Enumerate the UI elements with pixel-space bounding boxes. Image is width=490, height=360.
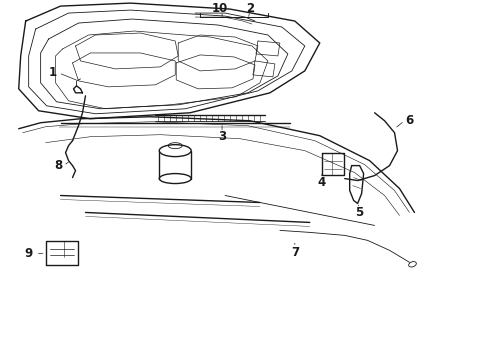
Text: 6: 6: [405, 114, 414, 127]
Text: 10: 10: [212, 1, 228, 15]
Text: 5: 5: [356, 206, 364, 219]
Text: 1: 1: [49, 66, 57, 80]
Text: 4: 4: [318, 176, 326, 189]
Text: 3: 3: [218, 130, 226, 143]
Text: 7: 7: [291, 246, 299, 259]
Text: 2: 2: [246, 1, 254, 15]
Text: 8: 8: [54, 159, 63, 172]
Text: 9: 9: [24, 247, 33, 260]
